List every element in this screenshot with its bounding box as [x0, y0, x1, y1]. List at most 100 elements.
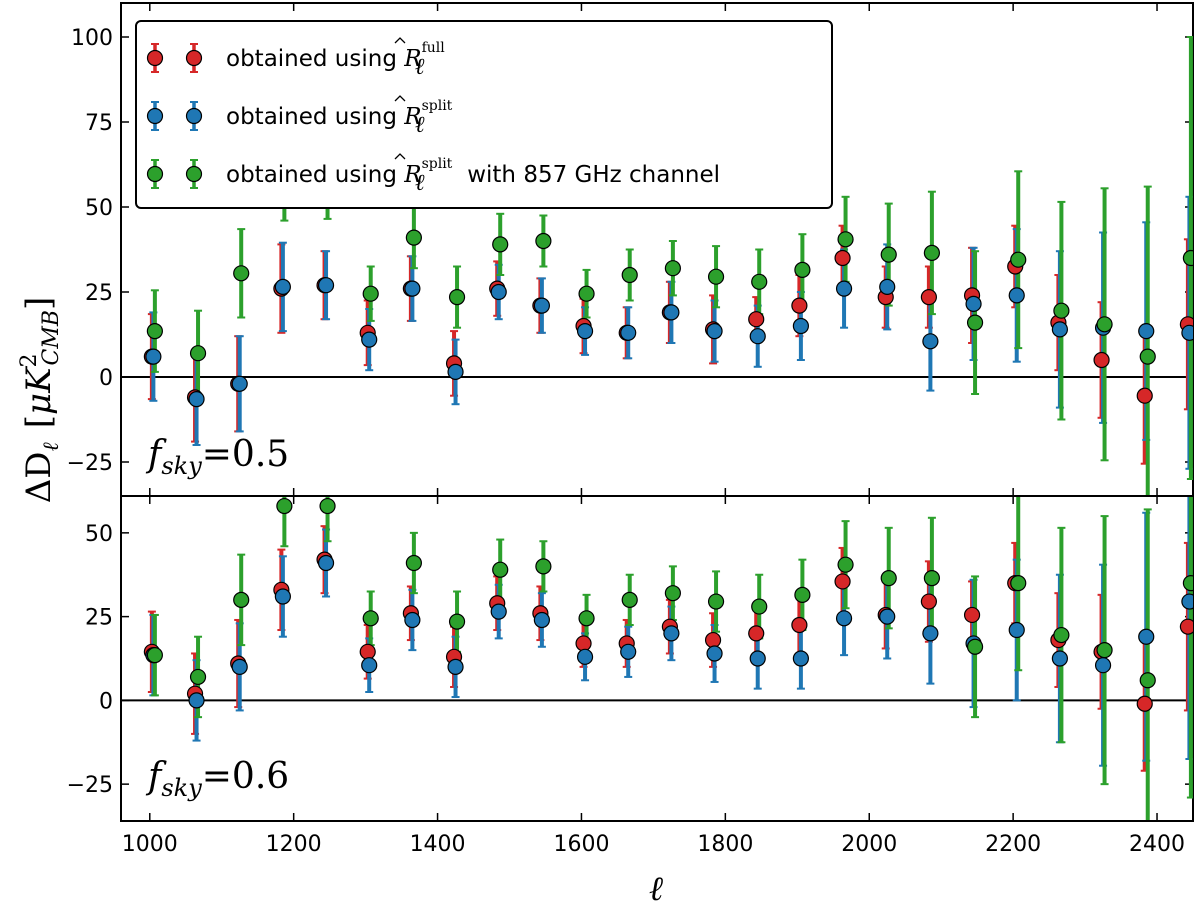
- top-point-series-3: [751, 273, 768, 290]
- bottom-point-series-3: [923, 569, 940, 587]
- bottom-point-series-3: [448, 613, 466, 630]
- bottom-point-series-1: [1136, 695, 1153, 712]
- top-y-tick-label: 25: [85, 281, 113, 306]
- top-point-series-2: [1181, 324, 1193, 341]
- top-point-series-3: [1139, 348, 1156, 365]
- y-axis-label-sup: 2: [17, 354, 42, 368]
- legend-r: R: [403, 46, 421, 72]
- bottom-point-series-2: [490, 603, 507, 620]
- bottom-point-series-2: [274, 588, 291, 605]
- legend-item-3: obtained using Rsplit ℓ with 857 GHz chan…: [146, 153, 720, 196]
- bottom-point-series-2: [576, 648, 594, 665]
- legend-sub: ℓ: [415, 54, 425, 80]
- y-axis-label-main: ΔD: [19, 451, 59, 503]
- x-tick-label: 1000: [122, 832, 178, 857]
- top-y-tick-label: 75: [85, 111, 113, 136]
- legend-label: obtained using Rsplit ℓ: [226, 98, 453, 138]
- legend-sup: full: [422, 40, 446, 56]
- top-point-series-2: [620, 324, 637, 341]
- top-point-series-3: [880, 246, 897, 263]
- bottom-point-series-2: [663, 625, 680, 642]
- bottom-plot-area: [143, 497, 1193, 820]
- bottom-point-series-2: [1181, 593, 1193, 610]
- bottom-panel: −25 0 25 50: [67, 496, 1193, 821]
- bottom-point-series-3: [837, 556, 854, 573]
- top-point-series-3: [1182, 249, 1193, 267]
- bottom-point-series-1: [920, 593, 937, 610]
- top-point-series-3: [794, 261, 811, 278]
- x-tick-label: 1600: [553, 832, 609, 857]
- bottom-point-series-2: [879, 608, 896, 625]
- top-y-tick-label: 100: [71, 26, 113, 51]
- bottom-point-series-3: [578, 610, 595, 627]
- bottom-point-series-2: [361, 657, 378, 674]
- bottom-point-series-3: [880, 569, 897, 587]
- y-axis-label-unit-sub: CMB: [39, 310, 64, 366]
- top-point-series-2: [1008, 287, 1025, 304]
- bottom-point-series-2: [1051, 650, 1068, 667]
- bottom-point-series-2: [835, 610, 853, 627]
- bottom-point-series-2: [1008, 621, 1025, 639]
- top-point-series-2: [663, 304, 680, 321]
- legend-marker: [146, 49, 164, 67]
- x-tick-label: 1800: [697, 832, 753, 857]
- bottom-point-series-1: [748, 625, 765, 642]
- legend-sub: ℓ: [415, 112, 425, 138]
- top-point-series-2: [749, 328, 766, 345]
- bottom-point-series-2: [231, 658, 248, 675]
- bottom-point-series-2: [749, 650, 766, 667]
- x-tick-label: 1200: [266, 832, 322, 857]
- bottom-point-series-1: [791, 616, 808, 634]
- legend-prefix: obtained using: [226, 46, 404, 72]
- legend-prefix: obtained using: [226, 162, 404, 188]
- bottom-point-series-3: [535, 558, 552, 575]
- bottom-point-series-3: [794, 586, 811, 603]
- bottom-point-series-2: [447, 658, 464, 675]
- top-point-series-2: [404, 280, 421, 297]
- legend-marker: [185, 107, 203, 125]
- top-point-series-3: [448, 289, 466, 306]
- top-point-series-1: [791, 297, 808, 314]
- top-panel-label-sub: sky: [161, 452, 202, 480]
- legend-marker: [185, 49, 203, 67]
- x-tick-label: 2200: [985, 832, 1041, 857]
- legend-marker: [146, 165, 164, 183]
- legend-suffix: with 857 GHz channel: [460, 162, 720, 188]
- legend-r: R: [403, 162, 421, 188]
- bottom-point-series-3: [1139, 672, 1156, 689]
- legend-item-1: obtained using Rfull ℓ: [146, 37, 446, 80]
- y-axis-label-sub: ℓ: [39, 441, 64, 451]
- top-point-series-2: [274, 278, 291, 295]
- legend-sup: split: [422, 98, 453, 114]
- x-tick-label: 2000: [841, 832, 897, 857]
- top-point-series-2: [145, 348, 162, 365]
- top-point-series-3: [362, 285, 379, 302]
- legend-hat: [394, 95, 406, 102]
- top-point-series-2: [1051, 321, 1068, 338]
- legend-sub: ℓ: [415, 170, 425, 196]
- legend-marker: [146, 107, 164, 125]
- top-point-series-3: [492, 236, 509, 253]
- bottom-point-series-1: [834, 573, 851, 590]
- bottom-point-series-2: [922, 625, 939, 642]
- bottom-panel-label-sub: sky: [161, 774, 202, 802]
- top-point-series-1: [834, 249, 851, 267]
- top-point-series-3: [966, 314, 984, 331]
- top-point-series-3: [146, 323, 163, 340]
- top-point-series-3: [1096, 316, 1113, 333]
- bottom-point-series-1: [575, 635, 592, 652]
- bottom-point-series-1: [963, 606, 981, 624]
- top-point-series-2: [317, 277, 335, 294]
- legend-prefix: obtained using: [226, 104, 404, 130]
- bottom-point-series-3: [1010, 575, 1027, 592]
- bottom-point-series-2: [317, 554, 335, 572]
- top-point-series-2: [447, 363, 464, 380]
- top-point-series-2: [835, 280, 853, 297]
- bottom-point-series-1: [704, 631, 722, 649]
- bottom-point-series-2: [706, 645, 723, 662]
- top-point-series-3: [405, 229, 422, 246]
- top-point-series-2: [576, 323, 594, 340]
- top-point-series-3: [1053, 302, 1070, 319]
